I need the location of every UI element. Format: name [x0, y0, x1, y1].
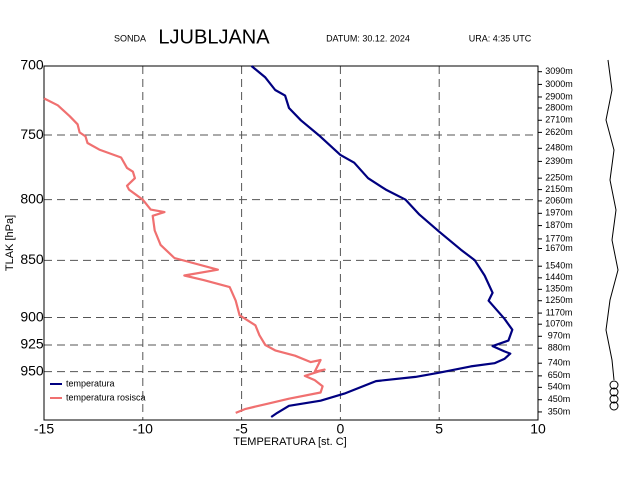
- y2-tick-label: 1540m: [545, 261, 573, 271]
- chart-title: LJUBLJANA: [158, 26, 270, 48]
- y2-tick-label: 350m: [548, 406, 571, 416]
- y2-tick-label: 2480m: [545, 143, 573, 153]
- x-axis-label: TEMPERATURA [st. C]: [233, 436, 346, 448]
- y2-tick-label: 970m: [548, 331, 571, 341]
- plot-frame: [43, 65, 539, 421]
- y2-tick-label: 1350m: [545, 284, 573, 294]
- y2-tick-label: 1440m: [545, 272, 573, 282]
- y2-tick-label: 1250m: [545, 295, 573, 305]
- y2-tick-label: 2250m: [545, 173, 573, 183]
- time-label: URA: 4:35 UTC: [469, 33, 532, 43]
- wind-profile: [605, 59, 619, 411]
- y-tick-label: 900: [20, 308, 44, 324]
- y2-tick-label: 1870m: [545, 220, 573, 230]
- station-label: SONDA: [114, 33, 146, 43]
- y2-tick-label: 1970m: [545, 208, 573, 218]
- y-tick-label: 750: [20, 126, 44, 142]
- y2-tick-label: 740m: [548, 358, 571, 368]
- series-line: [43, 97, 326, 414]
- y-tick-label: 700: [20, 57, 44, 73]
- y-axis-label: TLAK [hPa]: [4, 215, 16, 271]
- y-tick-label: 800: [20, 190, 44, 206]
- x-tick-label: -10: [133, 421, 153, 437]
- y-tick-label: 950: [20, 362, 44, 378]
- y2-tick-label: 450m: [548, 394, 571, 404]
- y2-tick-label: 2900m: [545, 91, 573, 101]
- y2-tick-label: 2800m: [545, 102, 573, 112]
- x-tick-label: 5: [435, 421, 443, 437]
- y2-tick-label: 1670m: [545, 243, 573, 253]
- legend-label: temperatura: [66, 378, 115, 388]
- y-tick-label: 850: [20, 251, 44, 267]
- y2-tick-label: 880m: [548, 343, 571, 353]
- x-tick-label: -5: [235, 421, 248, 437]
- y2-tick-label: 540m: [548, 382, 571, 392]
- x-tick-label: 10: [530, 421, 546, 437]
- y2-tick-label: 2710m: [545, 115, 573, 125]
- y2-tick-label: 2060m: [545, 195, 573, 205]
- y2-tick-label: 1170m: [546, 307, 573, 317]
- y2-tick-label: 2620m: [545, 127, 573, 137]
- date-label: DATUM: 30.12. 2024: [326, 33, 410, 43]
- legend-label: temperatura rosisca: [66, 392, 146, 402]
- y2-tick-label: 1770m: [545, 233, 573, 243]
- x-tick-label: 0: [337, 421, 345, 437]
- y2-tick-label: 3000m: [545, 79, 573, 89]
- y2-tick-label: 2150m: [545, 184, 573, 194]
- x-tick-label: -15: [34, 421, 54, 437]
- y2-tick-label: 3090m: [545, 66, 573, 76]
- series-line: [250, 65, 514, 418]
- y-tick-label: 925: [20, 336, 44, 352]
- y2-tick-label: 2390m: [545, 156, 573, 166]
- y2-tick-label: 650m: [548, 370, 571, 380]
- y2-tick-label: 1070m: [545, 319, 573, 329]
